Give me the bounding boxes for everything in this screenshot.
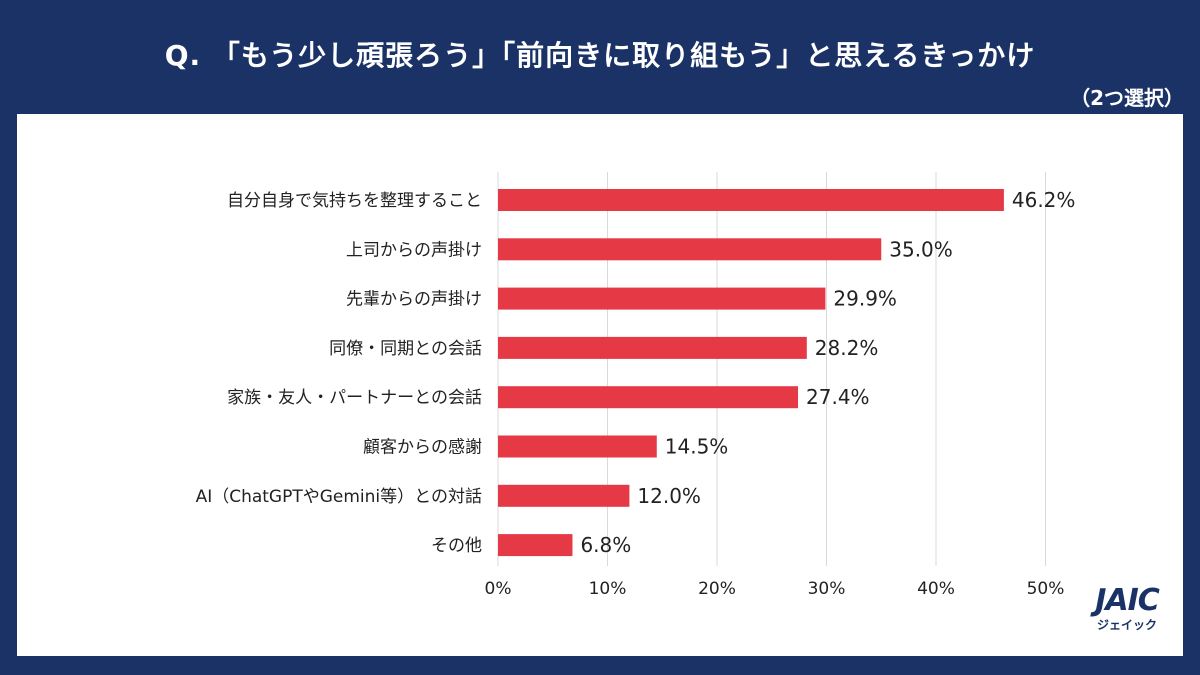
- x-tick-label: 0%: [485, 579, 512, 599]
- category-label: 家族・友人・パートナーとの会話: [227, 388, 482, 408]
- bar: [498, 238, 882, 261]
- category-label: 顧客からの感謝: [363, 438, 482, 458]
- bar: [498, 287, 826, 310]
- chart-panel: 0% 10% 20% 30% 40% 50% 自分自身で気持ちを整理すること 46.2% 上司か…: [17, 114, 1183, 656]
- value-label: 46.2%: [1012, 188, 1076, 212]
- category-label: その他: [431, 536, 482, 556]
- bar: [498, 336, 807, 359]
- bar-chart: 0% 10% 20% 30% 40% 50% 自分自身で気持ちを整理すること 46.2% 上司か…: [196, 172, 1076, 599]
- x-tick-label: 10%: [589, 579, 627, 599]
- value-label: 6.8%: [580, 533, 631, 557]
- category-label: AI（ChatGPTやGemini等）との対話: [196, 487, 482, 507]
- x-tick-label: 50%: [1027, 579, 1065, 599]
- category-label: 先輩からの声掛け: [346, 290, 482, 310]
- bar: [498, 435, 657, 458]
- bar: [498, 534, 573, 557]
- chart-subtitle: （2つ選択）: [1070, 86, 1184, 110]
- bar: [498, 484, 630, 507]
- jaic-logo: JAIC ジェイック: [1082, 585, 1172, 633]
- category-label: 上司からの声掛け: [346, 240, 482, 260]
- value-label: 27.4%: [806, 385, 870, 409]
- chart-title: Q. 「もう少し頑張ろう」「前向きに取り組もう」と思えるきっかけ: [164, 39, 1036, 72]
- value-label: 35.0%: [889, 237, 953, 261]
- logo-subtext: ジェイック: [1096, 618, 1157, 632]
- x-tick-label: 20%: [698, 579, 736, 599]
- logo-mark: JAIC: [1095, 583, 1160, 618]
- category-label: 自分自身で気持ちを整理すること: [227, 191, 482, 211]
- x-tick-label: 40%: [917, 579, 955, 599]
- bar: [498, 189, 1004, 211]
- value-label: 14.5%: [665, 435, 729, 459]
- category-label: 同僚・同期との会話: [329, 339, 482, 359]
- value-label: 29.9%: [833, 287, 897, 311]
- x-tick-label: 30%: [808, 579, 846, 599]
- value-label: 28.2%: [815, 336, 879, 360]
- bar: [498, 386, 799, 409]
- value-label: 12.0%: [637, 484, 701, 508]
